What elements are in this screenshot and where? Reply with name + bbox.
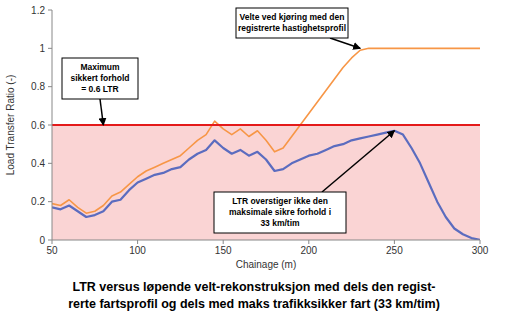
annotation-text: registrerte hastighetsprofil — [238, 23, 346, 33]
x-axis — [52, 240, 480, 241]
annotation-text: LTR overstiger ikke den — [232, 196, 328, 206]
y-axis-label: Load Transfer Ratio (-) — [5, 75, 16, 176]
y-tick — [48, 86, 52, 87]
annotation-box — [214, 192, 346, 233]
annotation-text: Maximum — [80, 62, 120, 72]
y-tick — [48, 125, 52, 126]
x-axis-label: Chainage (m) — [236, 259, 297, 270]
y-tick-label: 0.2 — [31, 196, 45, 207]
annotation-text: sikkert forhold — [70, 73, 129, 83]
safe-zone — [52, 125, 480, 240]
caption: rerte fartsprofil og dels med maks trafi… — [68, 297, 440, 311]
x-tick — [394, 240, 395, 244]
y-tick-label: 0.4 — [31, 158, 45, 169]
x-tick — [52, 240, 53, 244]
y-tick-label: 1 — [39, 43, 45, 54]
annotation-arrow — [330, 38, 360, 48]
y-tick — [48, 10, 52, 11]
x-tick-label: 150 — [215, 245, 232, 256]
y-tick — [48, 240, 52, 241]
annotation-arrow — [100, 99, 103, 125]
y-tick — [48, 163, 52, 164]
y-tick-label: 0 — [39, 235, 45, 246]
x-tick-label: 100 — [129, 245, 146, 256]
annotation-text: maksimale sikre forhold i — [229, 207, 331, 217]
x-tick — [308, 240, 309, 244]
y-tick-label: 1.2 — [31, 5, 45, 16]
x-tick-label: 300 — [472, 245, 489, 256]
x-tick — [137, 240, 138, 244]
x-tick-label: 50 — [46, 245, 58, 256]
annotation-text: Velte ved kjøring med den — [240, 12, 345, 22]
series-line — [52, 131, 480, 240]
y-tick — [48, 48, 52, 49]
annotation: Velte ved kjøring med denregistrerte has… — [236, 8, 360, 48]
annotation-text: = 0.6 LTR — [81, 84, 118, 94]
annotation-text: 33 km/tim — [260, 218, 300, 228]
plot-area — [52, 48, 480, 240]
y-tick-label: 0.6 — [31, 120, 45, 131]
annotation-box — [62, 58, 138, 99]
caption: LTR versus løpende velt-rekonstruksjon m… — [72, 280, 435, 294]
x-tick-label: 250 — [386, 245, 403, 256]
chart: 0 0.2 0.4 0.6 0.8 1 1.2 50 100 150 200 250 300 Chaina… — [0, 0, 508, 321]
annotation-arrow — [322, 131, 394, 192]
x-tick — [480, 240, 481, 244]
annotation: LTR overstiger ikke denmaksimale sikre f… — [214, 131, 394, 233]
annotation-box — [236, 8, 348, 38]
annotation: Maximumsikkert forhold= 0.6 LTR — [62, 58, 138, 125]
x-tick — [223, 240, 224, 244]
x-tick-label: 200 — [300, 245, 317, 256]
series-line — [52, 48, 480, 213]
y-tick — [48, 201, 52, 202]
y-tick-label: 0.8 — [31, 81, 45, 92]
threshold-line — [52, 124, 480, 126]
